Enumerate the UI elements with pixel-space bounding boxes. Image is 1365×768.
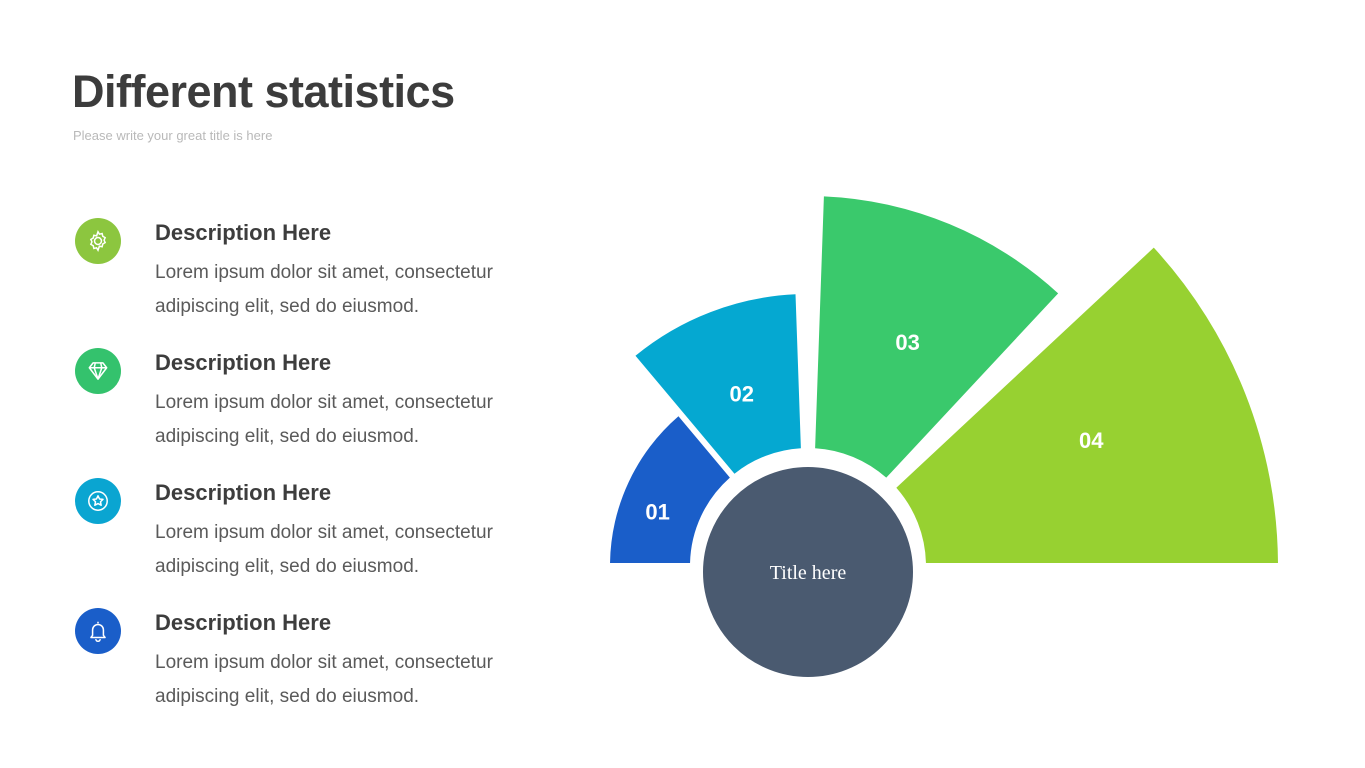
segments: 01 02 03 04 (610, 196, 1278, 564)
page-subtitle: Please write your great title is here (73, 128, 273, 143)
segment-label-03: 03 (895, 330, 919, 355)
gear-icon (75, 218, 121, 264)
description-heading: Description Here (155, 350, 332, 375)
description-text: Lorem ipsum dolor sit amet, consectetur … (155, 652, 493, 707)
segment-04 (896, 247, 1278, 564)
segment-01 (610, 416, 730, 564)
segment-02 (635, 294, 801, 474)
description-heading: Description Here (155, 480, 332, 505)
segment-label-01: 01 (645, 499, 669, 524)
description-text: Lorem ipsum dolor sit amet, consectetur … (155, 262, 493, 317)
segment-label-04: 04 (1079, 428, 1104, 453)
description-item-2: Description Here Lorem ipsum dolor sit a… (75, 348, 535, 458)
diamond-icon (75, 348, 121, 394)
description-text: Lorem ipsum dolor sit amet, consectetur … (155, 522, 493, 577)
segment-03 (815, 196, 1059, 478)
description-heading: Description Here (155, 610, 332, 635)
description-item-3: Description Here Lorem ipsum dolor sit a… (75, 478, 535, 588)
description-item-1: Description Here Lorem ipsum dolor sit a… (75, 218, 535, 328)
description-item-4: Description Here Lorem ipsum dolor sit a… (75, 608, 535, 718)
description-text: Lorem ipsum dolor sit amet, consectetur … (155, 392, 493, 447)
star-badge-icon (75, 478, 121, 524)
description-heading: Description Here (155, 220, 332, 245)
page-title: Different statistics (72, 66, 455, 117)
center-label: Title here (770, 562, 847, 584)
segment-label-02: 02 (729, 381, 753, 406)
bell-icon (75, 608, 121, 654)
center-circle (693, 457, 923, 687)
